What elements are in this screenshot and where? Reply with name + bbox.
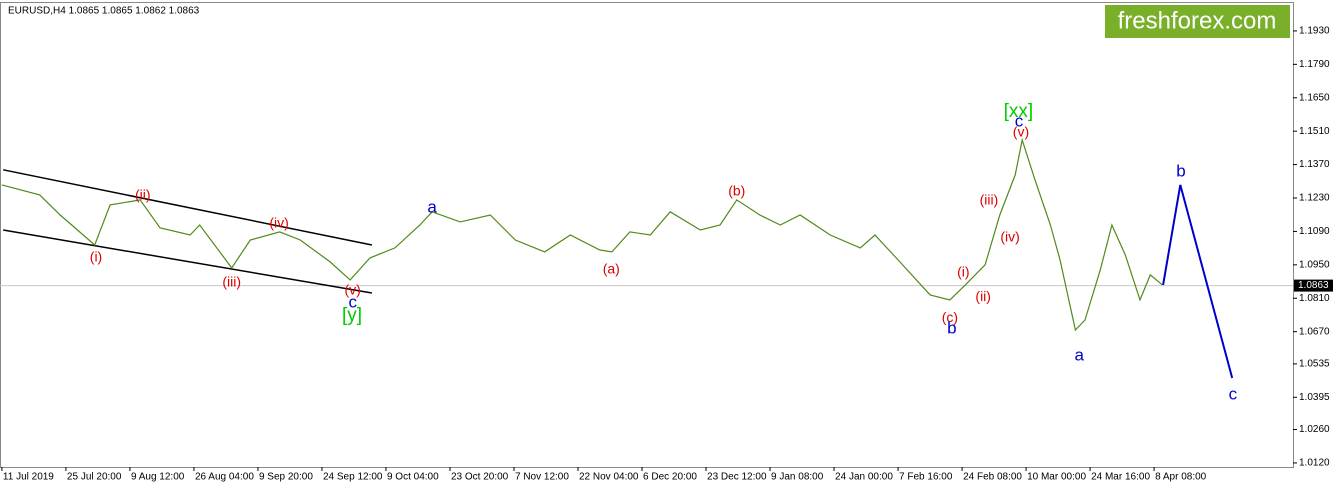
x-tick-label: 9 Sep 20:00 bbox=[259, 472, 313, 483]
wave-label: (iii) bbox=[980, 192, 999, 208]
wave-label: (v) bbox=[345, 282, 361, 298]
logo-box bbox=[1105, 5, 1290, 38]
wave-label: b bbox=[947, 319, 956, 338]
y-tick-label: 1.0395 bbox=[1299, 392, 1330, 403]
wave-label: (i) bbox=[90, 249, 102, 265]
wave-label: (i) bbox=[957, 264, 969, 280]
wave-label: (iii) bbox=[222, 274, 241, 290]
wave-label: (ii) bbox=[975, 288, 991, 304]
x-tick-label: 10 Mar 00:00 bbox=[1027, 472, 1086, 483]
channel-line bbox=[3, 169, 373, 246]
y-tick-label: 1.0810 bbox=[1299, 293, 1330, 304]
wave-label: b bbox=[1176, 161, 1185, 180]
header: EURUSD,H4 1.0865 1.0865 1.0862 1.0863 bbox=[8, 6, 200, 17]
y-tick-label: 1.1510 bbox=[1299, 126, 1330, 137]
wave-label: [y] bbox=[342, 305, 362, 326]
x-tick-label: 24 Jan 00:00 bbox=[835, 472, 893, 483]
logo: freshforex.com bbox=[1118, 7, 1277, 34]
x-tick-label: 25 Jul 20:00 bbox=[67, 472, 122, 483]
x-tick-label: 11 Jul 2019 bbox=[3, 472, 54, 483]
x-tick-label: 23 Dec 12:00 bbox=[707, 472, 767, 483]
x-tick-label: 9 Oct 04:00 bbox=[387, 472, 439, 483]
y-tick-label: 1.1930 bbox=[1299, 26, 1330, 37]
x-tick-label: 24 Mar 16:00 bbox=[1091, 472, 1150, 483]
wave-label: (a) bbox=[603, 261, 620, 277]
wave-label: (b) bbox=[728, 183, 745, 199]
projection-line bbox=[1162, 184, 1234, 379]
wave-label: (iv) bbox=[269, 215, 288, 231]
x-tick-label: 9 Jan 08:00 bbox=[771, 472, 824, 483]
wave-label: c bbox=[348, 293, 357, 312]
x-tick-label: 7 Nov 12:00 bbox=[515, 472, 569, 483]
wave-label: c bbox=[1015, 111, 1024, 130]
y-tick-label: 1.1790 bbox=[1299, 59, 1330, 70]
x-tick-label: 8 Apr 08:00 bbox=[1155, 472, 1207, 483]
price-line bbox=[1, 137, 1163, 332]
x-tick-label: 7 Feb 16:00 bbox=[899, 472, 953, 483]
x-tick-label: 24 Feb 08:00 bbox=[963, 472, 1022, 483]
wave-label: c bbox=[1229, 384, 1238, 403]
y-tick-label: 1.1230 bbox=[1299, 193, 1330, 204]
x-tick-label: 6 Dec 20:00 bbox=[643, 472, 697, 483]
last-price-box bbox=[1294, 279, 1333, 292]
wave-label: a bbox=[427, 198, 437, 217]
y-tick-label: 1.0120 bbox=[1299, 458, 1330, 469]
wave-label: [xx] bbox=[1004, 101, 1034, 122]
last-price-label: 1.0863 bbox=[1298, 280, 1329, 291]
wave-label: (iv) bbox=[1000, 229, 1019, 245]
wave-label: (ii) bbox=[135, 187, 151, 203]
x-tick-label: 9 Aug 12:00 bbox=[131, 472, 185, 483]
channel-line bbox=[3, 229, 373, 294]
wave-label: (c) bbox=[942, 309, 958, 325]
y-tick-label: 1.1090 bbox=[1299, 226, 1330, 237]
y-tick-label: 1.0950 bbox=[1299, 259, 1330, 270]
y-tick-label: 1.0535 bbox=[1299, 359, 1330, 370]
plot-frame bbox=[0, 2, 1294, 468]
y-tick-label: 1.0670 bbox=[1299, 326, 1330, 337]
x-tick-label: 24 Sep 12:00 bbox=[323, 472, 383, 483]
x-tick-label: 23 Oct 20:00 bbox=[451, 472, 509, 483]
x-tick-label: 26 Aug 04:00 bbox=[195, 472, 254, 483]
wave-label: a bbox=[1074, 345, 1084, 364]
y-tick-label: 1.1650 bbox=[1299, 92, 1330, 103]
wave-label: (v) bbox=[1013, 124, 1029, 140]
y-tick-label: 1.0260 bbox=[1299, 424, 1330, 435]
x-tick-label: 22 Nov 04:00 bbox=[579, 472, 639, 483]
y-tick-label: 1.1370 bbox=[1299, 159, 1330, 170]
